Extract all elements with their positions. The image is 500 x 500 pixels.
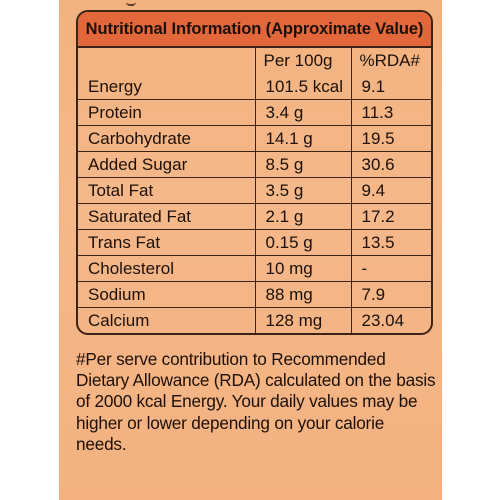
rda-value: 30.6: [350, 151, 431, 178]
table-row: Added Sugar 8.5 g 30.6: [78, 151, 431, 178]
rda-value: 23.04: [350, 307, 431, 333]
per-100g-value: 3.4 g: [254, 99, 352, 126]
nutrition-label-panel: Nutritional Information (Approximate Val…: [59, 0, 442, 500]
table-row: Cholesterol 10 mg -: [78, 255, 431, 282]
nutrient-name: Cholesterol: [78, 255, 256, 282]
per-100g-value: 14.1 g: [254, 125, 352, 152]
nutrient-name: Calcium: [78, 307, 256, 333]
column-header-per-100g: Per 100g: [254, 48, 352, 74]
nutrient-name: Carbohydrate: [78, 125, 256, 152]
nutrient-name: Sodium: [78, 281, 256, 308]
table-row: Protein 3.4 g 11.3: [78, 99, 431, 126]
rda-value: 17.2: [350, 203, 431, 230]
rda-value: -: [350, 255, 431, 282]
table-row: Carbohydrate 14.1 g 19.5: [78, 125, 431, 152]
nutrient-name: Added Sugar: [78, 151, 256, 178]
rda-value: 11.3: [350, 99, 431, 126]
table-row: Calcium 128 mg 23.04: [78, 307, 431, 333]
table-row: Total Fat 3.5 g 9.4: [78, 177, 431, 204]
nutrition-table: Per 100g %RDA# Energy 101.5 kcal 9.1 Pro…: [78, 48, 431, 333]
nutrient-name: Trans Fat: [78, 229, 256, 256]
per-100g-value: 3.5 g: [254, 177, 352, 204]
column-header-row: Per 100g %RDA#: [78, 48, 431, 74]
per-100g-value: 10 mg: [254, 255, 352, 282]
per-100g-value: 128 mg: [254, 307, 352, 333]
nutrient-name: Protein: [78, 99, 256, 126]
rda-value: 13.5: [350, 229, 431, 256]
table-row: Saturated Fat 2.1 g 17.2: [78, 203, 431, 230]
per-100g-value: 88 mg: [254, 281, 352, 308]
table-title: Nutritional Information (Approximate Val…: [78, 12, 431, 48]
top-edge-mark: [126, 0, 136, 6]
rda-value: 9.4: [350, 177, 431, 204]
nutrition-table-frame: Nutritional Information (Approximate Val…: [76, 10, 433, 335]
table-row: Sodium 88 mg 7.9: [78, 281, 431, 308]
nutrient-name: Total Fat: [78, 177, 256, 204]
rda-footnote: #Per serve contribution to Recommended D…: [76, 349, 436, 454]
rda-value: 7.9: [350, 281, 431, 308]
per-100g-value: 2.1 g: [254, 203, 352, 230]
per-100g-value: 0.15 g: [254, 229, 352, 256]
nutrient-name: Energy: [78, 74, 256, 100]
per-100g-value: 101.5 kcal: [254, 74, 352, 100]
per-100g-value: 8.5 g: [254, 151, 352, 178]
rda-value: 19.5: [350, 125, 431, 152]
column-header-rda: %RDA#: [350, 48, 431, 74]
table-row: Trans Fat 0.15 g 13.5: [78, 229, 431, 256]
nutrient-name: Saturated Fat: [78, 203, 256, 230]
rda-value: 9.1: [350, 74, 431, 100]
column-header-nutrient: [78, 48, 256, 74]
table-row: Energy 101.5 kcal 9.1: [78, 74, 431, 100]
